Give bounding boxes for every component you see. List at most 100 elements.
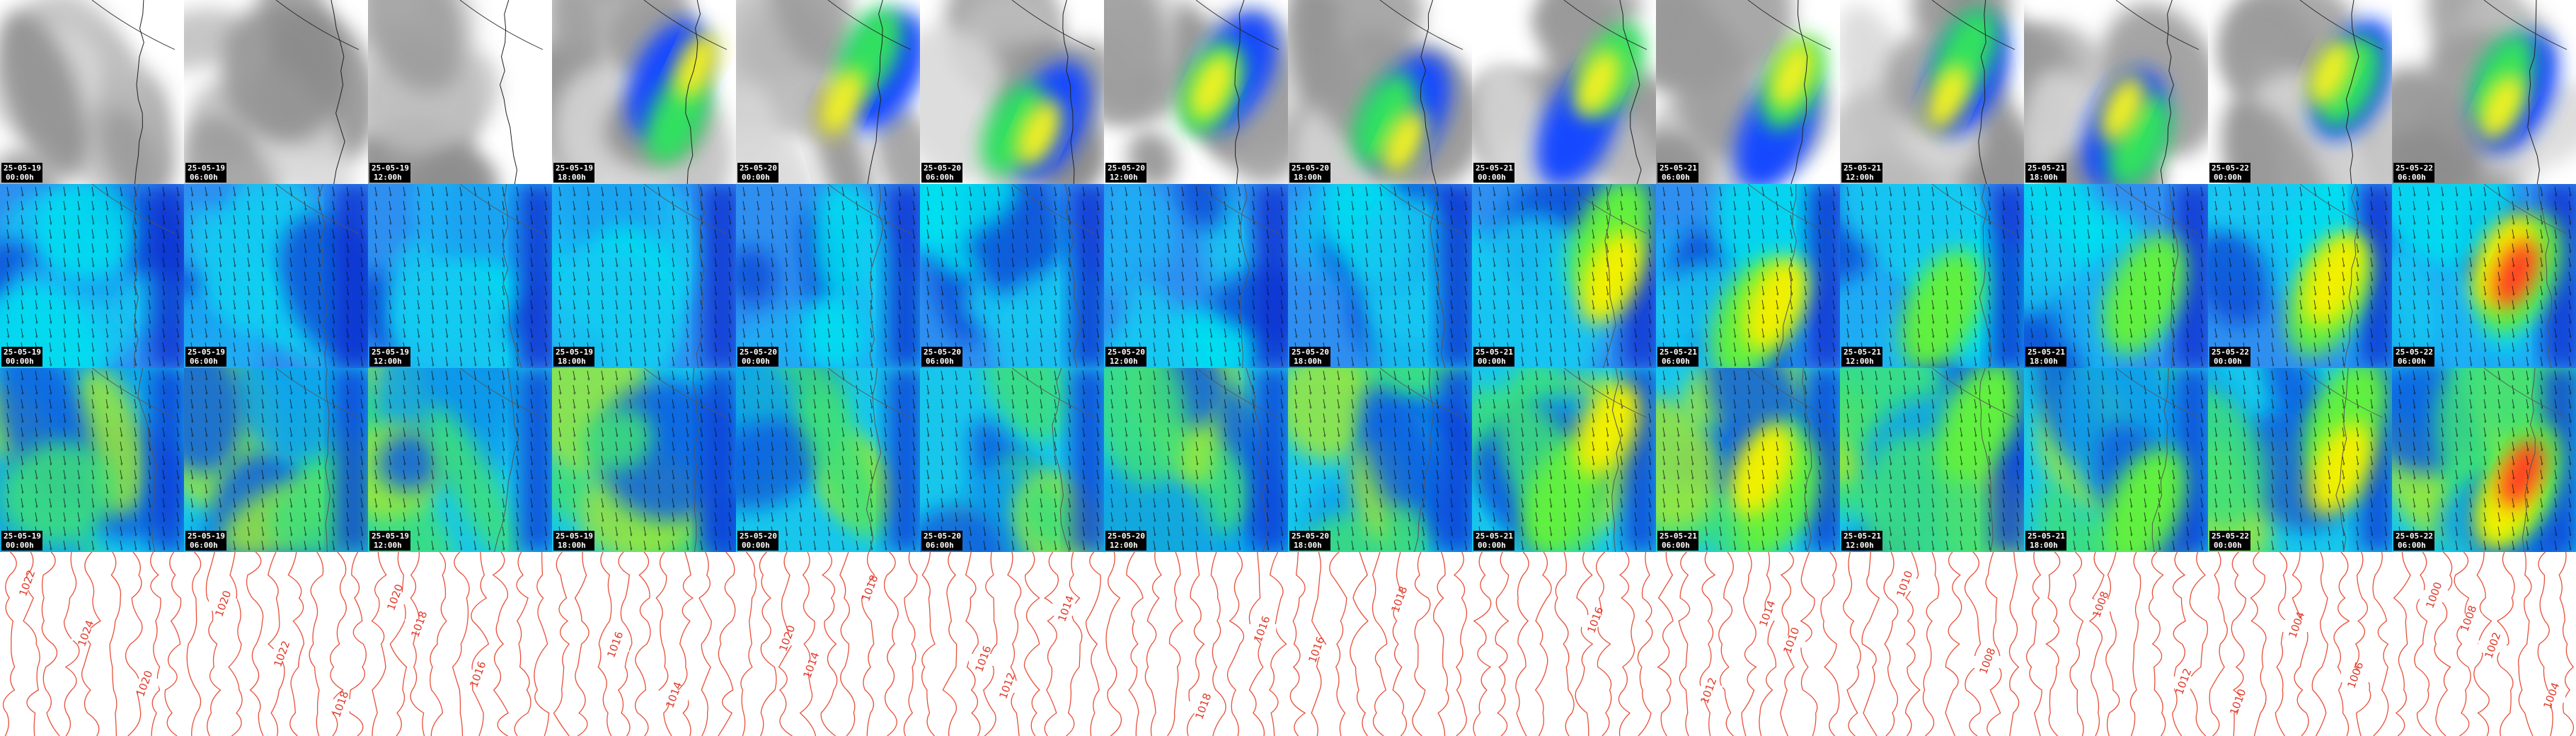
isobar-label-bg [1973, 656, 2001, 668]
frame-time: 00:00h [6, 357, 34, 366]
frame-time: 06:00h [926, 357, 954, 366]
frame-date: 25-05-21 [1476, 531, 1513, 541]
border [827, 0, 912, 50]
wind-arrows [2392, 368, 2576, 552]
frame-date: 25-05-21 [1660, 531, 1697, 541]
intensity-band [1770, 41, 1815, 108]
coastline [330, 0, 345, 184]
intensity-band [1381, 110, 1427, 176]
border [1931, 184, 2016, 234]
isobar [2, 551, 17, 736]
isobar-label-bg [1777, 636, 1805, 648]
border [2299, 0, 2384, 50]
isobar-background [1288, 552, 1472, 736]
frame-date: 25-05-21 [1660, 347, 1697, 357]
frame-time: 12:00h [374, 357, 402, 366]
isobar [2454, 551, 2471, 736]
border [1563, 0, 1648, 50]
intensity-band [2307, 40, 2352, 106]
border [643, 184, 728, 234]
frame-time: 18:00h [1294, 173, 1322, 182]
frame-date: 25-05-21 [2028, 531, 2065, 541]
frame-date: 25-05-19 [4, 531, 41, 541]
frame-date: 25-05-20 [1292, 347, 1329, 357]
label-box [2209, 531, 2250, 551]
frame-time: 00:00h [1478, 357, 1506, 366]
isobar [1820, 551, 1840, 736]
isobar [1759, 551, 1777, 736]
isobar [1105, 551, 1122, 736]
field-blob [220, 3, 343, 143]
map-layer [1288, 184, 1472, 368]
label-box [2209, 163, 2250, 183]
map-layer [368, 0, 552, 184]
isobar [921, 551, 936, 736]
isobar [150, 551, 161, 736]
isobar [2517, 551, 2534, 736]
label-box [1841, 347, 1882, 367]
label-box [1105, 531, 1146, 551]
isobar [81, 551, 101, 736]
label-box [2393, 531, 2434, 551]
map-layer [920, 0, 1104, 184]
border [275, 368, 360, 418]
frame-time: 18:00h [2030, 173, 2058, 182]
isobar [1965, 551, 1982, 736]
frame-time: 00:00h [742, 357, 770, 366]
frame-date: 25-05-19 [556, 163, 593, 173]
coastline [325, 368, 330, 552]
isobar [698, 551, 712, 736]
border [1747, 184, 1832, 234]
isobar-cell: 1016 [1472, 551, 1656, 736]
label-box [1105, 163, 1146, 183]
isobar [1678, 551, 1691, 736]
frame-date: 25-05-19 [372, 531, 409, 541]
isobar [109, 551, 122, 736]
frame-time: 12:00h [374, 173, 402, 182]
field-blob [405, 154, 499, 184]
isobar [492, 551, 509, 736]
wind-arrows [1288, 368, 1472, 552]
isobar [1861, 551, 1880, 736]
border [275, 0, 360, 50]
isobar [1433, 551, 1449, 736]
isobar [883, 551, 899, 736]
frame-date: 25-05-21 [1844, 163, 1881, 173]
border [643, 368, 728, 418]
coastline [1776, 184, 1797, 368]
wind-arrows [184, 184, 368, 368]
isobar [2188, 551, 2209, 736]
isobar [1637, 551, 1653, 736]
label-box [1289, 347, 1330, 367]
isobar [430, 551, 447, 736]
frame-time: 18:00h [1294, 541, 1322, 550]
isobar [2026, 551, 2042, 736]
isobar [1350, 551, 1369, 736]
frame-date: 25-05-21 [1476, 163, 1513, 173]
wind-arrows [0, 184, 184, 368]
wind-arrows [2208, 368, 2392, 552]
isobar [1268, 551, 1287, 736]
isobar [410, 551, 425, 736]
isobar [1329, 551, 1347, 736]
isobar [2537, 551, 2553, 736]
isobar [2558, 551, 2575, 736]
map-layer [552, 0, 736, 184]
coastline [2522, 368, 2536, 552]
